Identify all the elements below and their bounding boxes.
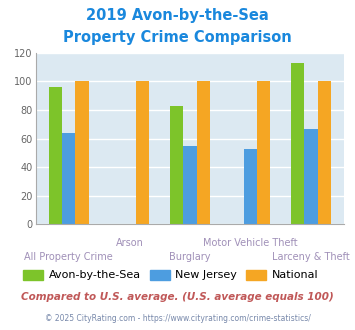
Bar: [183, 146, 197, 224]
Bar: [318, 82, 331, 224]
Bar: [244, 148, 257, 224]
Text: Motor Vehicle Theft: Motor Vehicle Theft: [203, 238, 298, 248]
Bar: [291, 63, 304, 224]
Text: © 2025 CityRating.com - https://www.cityrating.com/crime-statistics/: © 2025 CityRating.com - https://www.city…: [45, 314, 310, 323]
Bar: [304, 129, 318, 224]
Bar: [49, 87, 62, 224]
Bar: [197, 82, 210, 224]
Text: Burglary: Burglary: [169, 252, 211, 262]
Text: 2019 Avon-by-the-Sea: 2019 Avon-by-the-Sea: [86, 8, 269, 23]
Text: All Property Crime: All Property Crime: [24, 252, 113, 262]
Bar: [136, 82, 149, 224]
Text: Larceny & Theft: Larceny & Theft: [272, 252, 350, 262]
Text: Arson: Arson: [115, 238, 143, 248]
Text: Compared to U.S. average. (U.S. average equals 100): Compared to U.S. average. (U.S. average …: [21, 292, 334, 302]
Bar: [62, 133, 76, 224]
Bar: [76, 82, 89, 224]
Bar: [257, 82, 271, 224]
Bar: [170, 106, 183, 224]
Text: Property Crime Comparison: Property Crime Comparison: [63, 30, 292, 45]
Legend: Avon-by-the-Sea, New Jersey, National: Avon-by-the-Sea, New Jersey, National: [23, 270, 318, 280]
